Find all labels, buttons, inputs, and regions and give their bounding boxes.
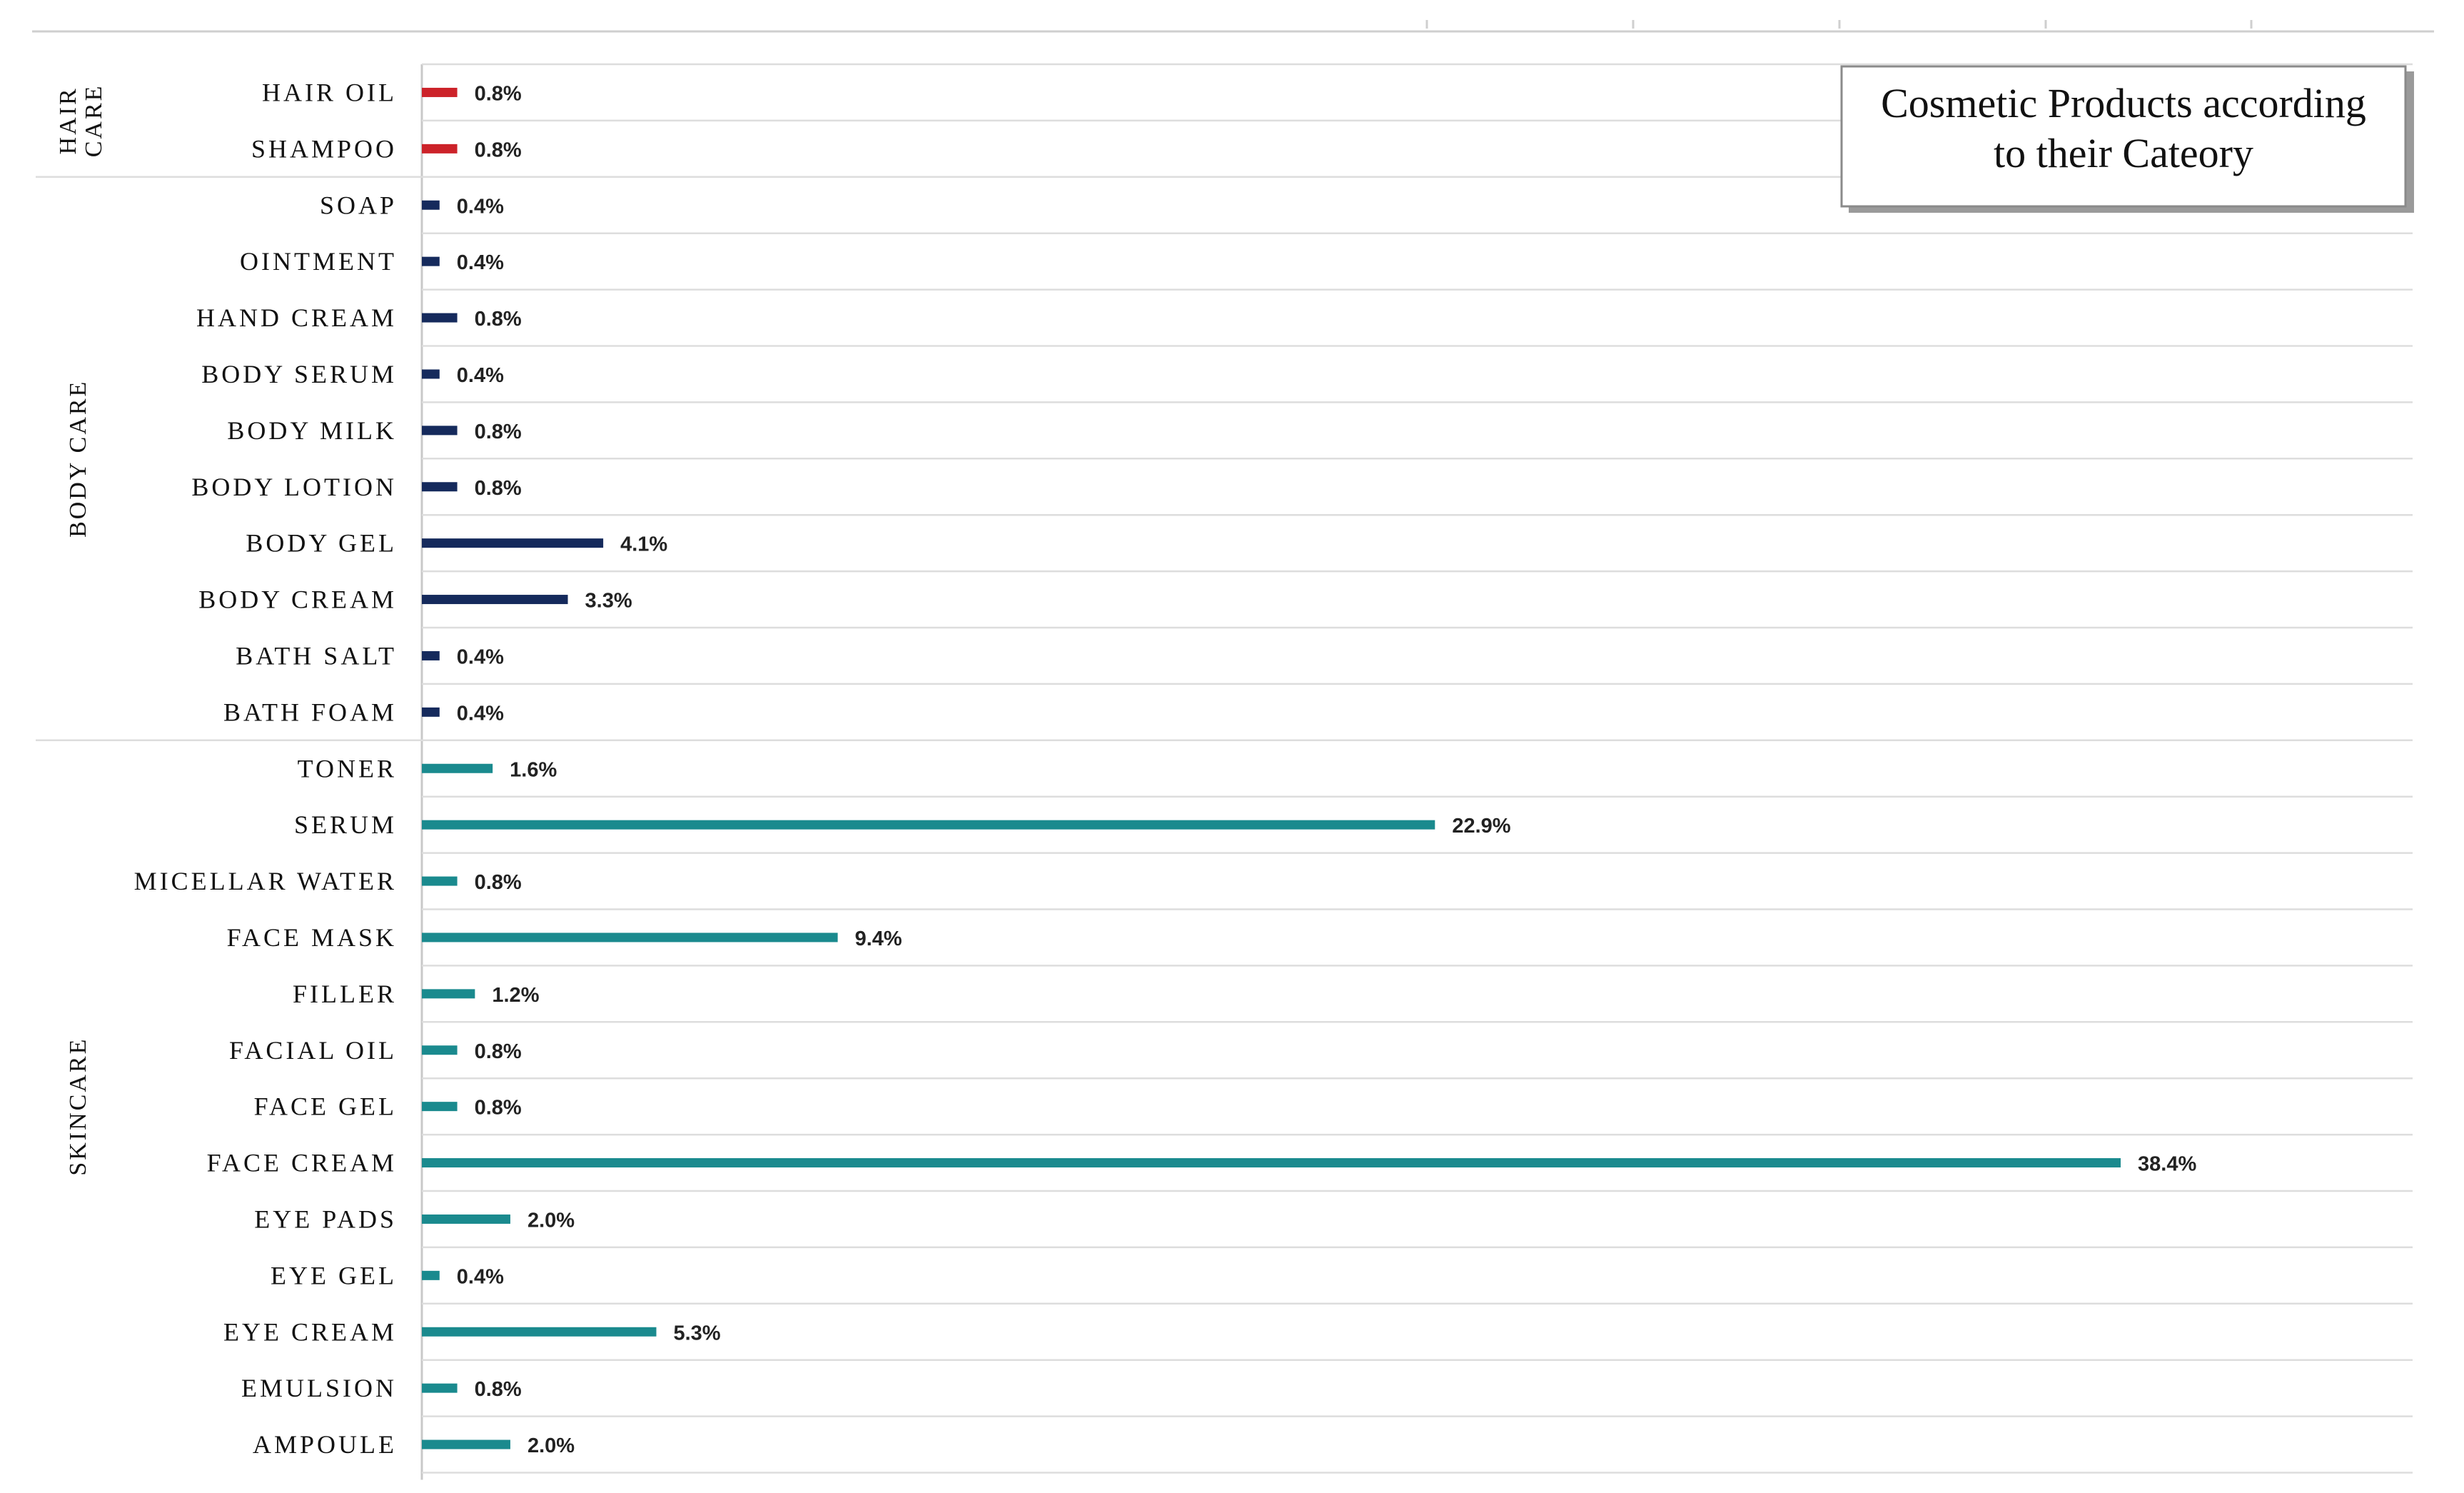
category-label-shampoo: SHAMPOO xyxy=(251,134,397,163)
bar-face-gel xyxy=(422,1102,458,1112)
bar-toner xyxy=(422,763,493,773)
bar-soap xyxy=(422,200,440,210)
value-label-eye-gel: 0.4% xyxy=(457,1265,504,1288)
chart-rows: HAIR OIL 0.8% SHAMPOO 0.8% SOAP 0.4% OINTMENT 0… xyxy=(134,78,2197,1459)
value-label-shampoo: 0.8% xyxy=(475,139,522,161)
value-label-emulsion: 0.8% xyxy=(475,1378,522,1401)
category-label-emulsion: EMULSION xyxy=(241,1374,397,1402)
title-box-border xyxy=(1840,65,2407,208)
value-label-micellar-water: 0.8% xyxy=(475,871,522,894)
value-label-eye-pads: 2.0% xyxy=(527,1209,575,1232)
value-label-hair-oil: 0.8% xyxy=(475,82,522,105)
bar-hair-oil xyxy=(422,87,458,97)
bar-eye-gel xyxy=(422,1270,440,1280)
category-label-body-serum: BODY SERUM xyxy=(201,360,397,388)
category-label-body-lotion: BODY LOTION xyxy=(191,473,397,501)
bar-micellar-water xyxy=(422,876,458,886)
value-label-face-gel: 0.8% xyxy=(475,1097,522,1120)
value-label-body-gel: 4.1% xyxy=(620,533,667,556)
value-label-ointment: 0.4% xyxy=(457,251,504,274)
value-label-filler: 1.2% xyxy=(492,984,539,1007)
value-label-eye-cream: 5.3% xyxy=(673,1322,720,1344)
value-label-face-mask: 9.4% xyxy=(855,928,902,950)
bar-eye-cream xyxy=(422,1327,657,1337)
value-label-toner: 1.6% xyxy=(510,758,557,781)
category-label-facial-oil: FACIAL OIL xyxy=(229,1036,397,1065)
bar-eye-pads xyxy=(422,1214,510,1224)
category-label-micellar-water: MICELLAR WATER xyxy=(134,867,397,895)
bar-body-milk xyxy=(422,426,458,436)
bar-bath-salt xyxy=(422,650,440,660)
bar-body-gel xyxy=(422,538,604,548)
category-label-ointment: OINTMENT xyxy=(240,247,397,276)
category-label-eye-cream: EYE CREAM xyxy=(223,1317,397,1346)
group-label-hair-care: HAIRCARE xyxy=(55,84,107,158)
value-label-face-cream: 38.4% xyxy=(2138,1153,2196,1176)
category-label-bath-salt: BATH SALT xyxy=(236,641,397,670)
group-label-hair-care-line: HAIR xyxy=(55,86,81,154)
value-label-hand-cream: 0.8% xyxy=(475,308,522,331)
bar-filler xyxy=(422,989,475,999)
category-label-eye-gel: EYE GEL xyxy=(271,1261,397,1290)
category-label-eye-pads: EYE PADS xyxy=(254,1205,397,1233)
value-label-serum: 22.9% xyxy=(1452,815,1510,838)
bar-facial-oil xyxy=(422,1045,458,1055)
value-label-body-cream: 3.3% xyxy=(585,590,632,613)
group-label-hair-care-line: CARE xyxy=(81,84,107,158)
bar-body-lotion xyxy=(422,482,458,492)
group-label-body-care: BODY CARE xyxy=(65,380,91,538)
bar-body-cream xyxy=(422,595,568,605)
value-label-ampoule: 2.0% xyxy=(527,1434,575,1457)
bar-serum xyxy=(422,820,1435,830)
bar-face-cream xyxy=(422,1158,2121,1168)
value-label-bath-salt: 0.4% xyxy=(457,645,504,668)
value-label-body-lotion: 0.8% xyxy=(475,477,522,500)
category-label-face-cream: FACE CREAM xyxy=(207,1149,397,1177)
bar-body-serum xyxy=(422,369,440,379)
category-label-serum: SERUM xyxy=(294,810,397,839)
category-label-body-cream: BODY CREAM xyxy=(198,585,397,614)
bar-shampoo xyxy=(422,144,458,154)
value-label-bath-foam: 0.4% xyxy=(457,702,504,725)
category-label-body-gel: BODY GEL xyxy=(246,529,397,558)
value-label-soap: 0.4% xyxy=(457,195,504,218)
category-label-face-mask: FACE MASK xyxy=(227,923,397,952)
category-label-hand-cream: HAND CREAM xyxy=(196,303,397,332)
value-label-facial-oil: 0.8% xyxy=(475,1040,522,1063)
group-label-skincare: SKINCARE xyxy=(65,1037,91,1176)
value-label-body-serum: 0.4% xyxy=(457,364,504,387)
category-label-hair-oil: HAIR OIL xyxy=(262,78,397,106)
value-label-body-milk: 0.8% xyxy=(475,421,522,443)
category-label-ampoule: AMPOULE xyxy=(253,1430,397,1459)
chart-frame xyxy=(32,20,2434,1480)
category-label-body-milk: BODY MILK xyxy=(227,416,397,445)
bar-bath-foam xyxy=(422,707,440,717)
group-labels: HAIRCARE BODY CARE SKINCARE xyxy=(36,84,422,1176)
bar-ampoule xyxy=(422,1439,510,1449)
category-label-filler: FILLER xyxy=(293,980,397,1008)
chart-title-line: Cosmetic Products according xyxy=(1881,80,2366,126)
bar-face-mask xyxy=(422,933,838,942)
bar-hand-cream xyxy=(422,313,458,323)
bar-ointment xyxy=(422,256,440,266)
category-label-soap: SOAP xyxy=(320,191,397,219)
chart-title-line: to their Cateory xyxy=(1994,130,2253,176)
category-label-toner: TONER xyxy=(298,754,397,783)
category-label-face-gel: FACE GEL xyxy=(254,1092,397,1121)
category-label-bath-foam: BATH FOAM xyxy=(223,698,397,726)
bar-emulsion xyxy=(422,1383,458,1393)
